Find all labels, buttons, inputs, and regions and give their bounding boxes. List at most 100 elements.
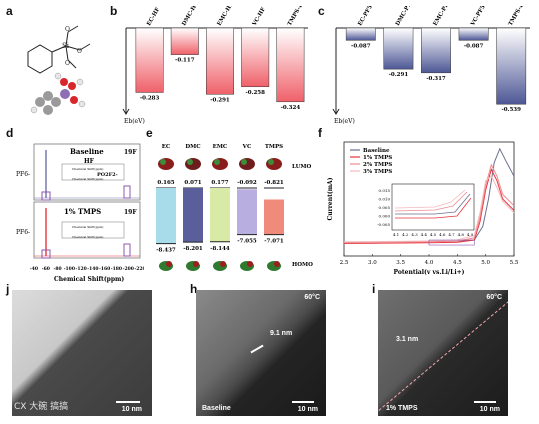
panel-label-e: e	[146, 126, 153, 140]
category-label: DMC-PF5	[395, 6, 415, 27]
nmr-x-tick-label: -120	[75, 266, 86, 272]
y-axis-label: Current(mA)	[327, 177, 334, 220]
tmps-ball-model	[30, 72, 86, 115]
lumo-value-label: -0.092	[237, 180, 257, 186]
tem-i-scale-label: 10 nm	[479, 406, 500, 413]
nmr-baseline-tag: 19F	[124, 149, 137, 156]
homo-value-label: -7.055	[237, 239, 257, 245]
lumo-orbital	[212, 158, 228, 170]
panel-label-i: i	[372, 282, 376, 296]
x-tick-label: 5.0	[481, 260, 490, 266]
homo-value-label: -8.144	[210, 246, 230, 252]
inset-x-tick-label: 4.8	[458, 232, 465, 237]
tem-h-temp: 60°C	[304, 294, 320, 301]
nmr-tmps-inset-axis-a: Chemical Shift(ppm)	[72, 225, 103, 229]
inset-series-line	[394, 191, 468, 212]
x-axis-label: Potential(v vs.Li/Li+)	[394, 269, 465, 276]
category-label: EMC-HF	[217, 6, 235, 27]
category-label: EMC-PF5	[433, 6, 453, 27]
bar-value-label: -0.087	[464, 43, 484, 49]
tem-i-caption: 1% TMPS	[386, 405, 418, 412]
nmr-po2f2-label: PO2F2-	[97, 172, 118, 178]
homo-orbital-lobe	[274, 261, 280, 267]
y-axis-arrow	[332, 108, 340, 115]
lumo-orbital-lobe	[268, 159, 274, 165]
gap-bar	[210, 188, 230, 242]
bar-value-label: -0.291	[210, 97, 230, 103]
bar-value-label: -0.283	[140, 95, 160, 101]
nmr-inset-axis-b: Chemical Shift(ppm)	[72, 177, 103, 181]
series-line	[343, 168, 515, 244]
bar	[276, 27, 305, 103]
bar-value-label: -0.117	[175, 58, 195, 64]
panel-label-f: f	[318, 126, 322, 140]
gap-bar	[156, 188, 176, 244]
molecule-name: DMC	[185, 144, 201, 150]
bar	[170, 27, 199, 55]
homo-orbital-lobe	[166, 261, 172, 267]
panel-label-d: d	[6, 126, 14, 140]
lumo-orbital	[266, 158, 282, 170]
inset-x-tick-label: 4.6	[439, 232, 446, 237]
legend-label: 3% TMPS	[363, 169, 392, 175]
lumo-orbital	[239, 158, 255, 170]
series-line	[343, 163, 515, 244]
category-label: VC-HF	[251, 7, 267, 28]
nmr-x-tick-label: -40	[30, 266, 38, 272]
x-tick-label: 4.5	[453, 260, 462, 266]
category-label: EC-PF5	[357, 6, 374, 27]
category-label: VC-PF5	[470, 6, 487, 28]
legend-label: 1% TMPS	[363, 155, 392, 161]
nmr-tmps-frame	[33, 201, 141, 259]
x-tick-label: 4.0	[425, 260, 434, 266]
svg-text:O: O	[65, 26, 70, 33]
inset-y-tick-label: 0.015	[379, 188, 391, 193]
x-tick-label: 5.5	[510, 260, 519, 266]
homo-orbital-lobe	[220, 261, 226, 267]
tem-j-scale-label: 10 nm	[121, 406, 142, 413]
tem-h-arrow	[250, 344, 264, 354]
lumo-orbital-lobe	[214, 159, 220, 165]
nmr-tmps-inset	[61, 221, 125, 239]
lumo-value-label: 0.071	[184, 180, 201, 186]
homo-value-label: -8.201	[183, 246, 203, 252]
homo-value-label: -8.437	[156, 248, 176, 254]
tmps-structure: Si O O O	[27, 25, 91, 74]
bar-value-label: -0.539	[501, 107, 521, 113]
nmr-tmps-tag: 19F	[124, 209, 137, 216]
inset-y-tick-label: 0.000	[379, 214, 391, 219]
molecule-panel-a: Si O O O	[27, 25, 91, 115]
lumo-homo-chart: EC 0.165 -8.437 DMC 0.071 -8.201 EMC 0.177 -8.14…	[156, 144, 313, 271]
homo-value-label: -7.071	[264, 239, 284, 245]
tem-i-interface-line	[378, 294, 508, 412]
series-line	[343, 175, 515, 243]
lumo-orbital-lobe	[160, 159, 166, 165]
tem-image-i: 60°C 3.1 nm 1% TMPS 10 nm	[378, 290, 508, 416]
binding-energy-pf5-chart: Eb(eV) -0.087 EC-PF5 -0.291 DMC-PF5 -0.317 EMC…	[332, 6, 530, 125]
nmr-x-tick-label: -220	[134, 266, 144, 272]
nmr-baseline-pf6: PF6-	[16, 171, 30, 178]
molecule-name: VC	[242, 144, 252, 150]
legend-label: 2% TMPS	[363, 162, 392, 168]
lumo-label: LUMO	[292, 164, 311, 170]
homo-orbital-lobe	[247, 261, 253, 267]
inset-series-line	[395, 197, 472, 219]
nmr-x-tick-label: -160	[99, 266, 110, 272]
y-axis-label: Eb(eV)	[124, 118, 145, 125]
lumo-value-label: -0.821	[264, 180, 284, 186]
tem-image-h: 60°C 9.1 nm Baseline 10 nm	[196, 290, 326, 416]
inset-series-line	[395, 193, 471, 215]
tem-image-j: 10 nm CX 大碗 搞搞	[12, 290, 152, 416]
molecule-name: TMPS	[265, 144, 283, 150]
nmr-x-tick-label: -180	[111, 266, 122, 272]
nmr-x-ticks: -40 -60-80-100-120-140-160-180-200-220	[30, 266, 144, 272]
tem-j-scalebar	[116, 401, 140, 403]
bar-value-label: -0.317	[426, 76, 446, 82]
nmr-x-tick-label: -60	[42, 266, 50, 272]
inset-x-tick-label: 4.9	[467, 232, 474, 237]
nmr-x-tick-label: -140	[87, 266, 98, 272]
nmr-x-tick-label: -100	[64, 266, 75, 272]
svg-text:O: O	[77, 48, 82, 55]
bar	[496, 27, 527, 105]
binding-energy-hf-chart: Eb(eV) -0.283 EC-HF -0.117 DMC-HF -0.291 EMC-H…	[122, 6, 308, 125]
